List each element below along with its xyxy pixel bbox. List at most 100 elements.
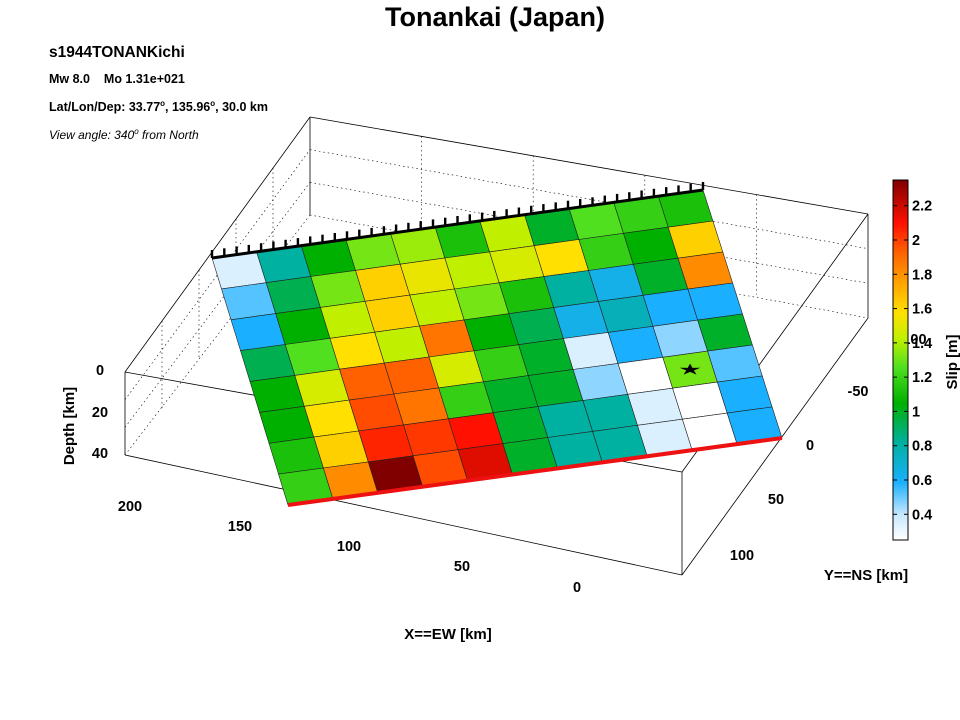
z-tick-label: 0 bbox=[96, 363, 104, 379]
lat-value: 33.77 bbox=[128, 100, 161, 115]
fault-top-tick bbox=[382, 226, 386, 235]
slip-patch bbox=[230, 313, 286, 351]
lon-value: 135.96 bbox=[171, 100, 211, 115]
fault-top-tick bbox=[517, 207, 521, 216]
fault-top-tick bbox=[591, 197, 594, 206]
chart-title: Tonankai (Japan) bbox=[384, 2, 606, 32]
colorbar-tick-label: 1.6 bbox=[912, 302, 932, 318]
colorbar-tick-label: 1.4 bbox=[912, 336, 932, 352]
box-edge bbox=[681, 317, 869, 576]
fault-top-tick bbox=[689, 183, 692, 192]
fault-top-tick bbox=[358, 229, 361, 238]
colorbar-label: Slip [m] bbox=[944, 334, 960, 389]
fault-top-tick bbox=[456, 216, 459, 224]
fault-top-tick bbox=[272, 241, 275, 250]
colorbar-tick-label: 1.8 bbox=[912, 267, 932, 283]
slip-patch bbox=[707, 344, 763, 383]
fault-top-tick bbox=[394, 224, 398, 233]
fault-top-tick bbox=[235, 246, 238, 255]
gridline bbox=[124, 182, 311, 428]
fault-top-tick bbox=[603, 195, 606, 204]
fault-top-tick bbox=[223, 248, 226, 257]
mw-value: Mw 8.0 bbox=[49, 72, 90, 86]
event-name: s1944TONANKichi bbox=[49, 44, 185, 61]
colorbar: 0.4 0.6 0.8 1 1.2 1.4 1.6 1.8 2 2.2 Slip [m] bbox=[892, 179, 960, 541]
z-tick-label: 40 bbox=[92, 446, 108, 462]
location-label: Lat/Lon/Dep: bbox=[49, 100, 129, 115]
fault-top-tick bbox=[640, 190, 643, 199]
view-angle-line: View angle: 340o from North bbox=[49, 127, 199, 142]
fault-top-tick bbox=[554, 202, 557, 211]
fault-top-tick bbox=[505, 209, 508, 218]
colorbar-tick-label: 0.6 bbox=[912, 473, 932, 489]
y-tick-label: 0 bbox=[806, 438, 814, 454]
fault-top-tick bbox=[628, 192, 631, 201]
y-axis-label: Y==NS [km] bbox=[824, 567, 908, 584]
slip-patch bbox=[687, 282, 743, 321]
fault-top-tick bbox=[677, 185, 680, 194]
y-tick-label: 100 bbox=[730, 548, 754, 564]
x-axis-label: X==EW [km] bbox=[404, 626, 492, 643]
fault-bottom-edge bbox=[287, 436, 783, 507]
z-tick-label: 20 bbox=[92, 405, 108, 421]
fault-top-tick bbox=[652, 188, 656, 197]
x-tick-label: 150 bbox=[228, 519, 252, 535]
slip-patch bbox=[717, 375, 773, 414]
view-angle-prefix: View angle: 340 bbox=[49, 128, 135, 142]
colorbar-tick-label: 2 bbox=[912, 233, 920, 249]
colorbar-gradient bbox=[892, 179, 909, 541]
degree-mark-lon: o bbox=[210, 99, 216, 108]
fault-top-tick bbox=[493, 210, 496, 219]
fault-top-tick bbox=[284, 239, 287, 248]
degree-mark-view: o bbox=[134, 127, 139, 136]
view-angle-suffix: from North bbox=[138, 128, 199, 142]
slip-patch bbox=[284, 337, 340, 376]
box-edge bbox=[309, 116, 869, 215]
slip-patches bbox=[211, 189, 783, 506]
fault-top-tick bbox=[407, 222, 410, 231]
fault-top-tick bbox=[701, 182, 705, 190]
fault-top-tick bbox=[566, 200, 570, 209]
fault-top-tick bbox=[419, 221, 422, 230]
fault-top-tick bbox=[296, 238, 300, 247]
slip-patch bbox=[667, 220, 724, 259]
colorbar-tick-label: 0.4 bbox=[912, 507, 932, 523]
fault-top-tick bbox=[321, 234, 324, 243]
fault-top-tick bbox=[210, 250, 214, 258]
depth-value: 30.0 km bbox=[222, 100, 268, 115]
x-tick-label: 200 bbox=[118, 499, 142, 515]
y-tick-label: -50 bbox=[848, 384, 869, 400]
fault-top-tick bbox=[530, 205, 533, 214]
slip-patch bbox=[221, 282, 277, 321]
slip-patch bbox=[697, 313, 753, 352]
x-tick-label: 0 bbox=[573, 580, 581, 596]
hypocenter-star-icon bbox=[679, 363, 701, 375]
slip-patch bbox=[249, 375, 305, 413]
box-edge bbox=[124, 116, 311, 373]
slip-patch bbox=[677, 251, 733, 290]
fault-top-tick bbox=[480, 212, 484, 221]
fault-top-tick bbox=[431, 219, 435, 228]
colorbar-tick-label: 1.2 bbox=[912, 370, 932, 386]
x-tick-label: 100 bbox=[337, 539, 361, 555]
y-tick-label: 50 bbox=[768, 492, 784, 508]
z-axis-label: Depth [km] bbox=[61, 387, 78, 465]
fault-top-tick bbox=[345, 231, 349, 240]
colorbar-tick-label: 2.2 bbox=[912, 199, 932, 215]
box-edge bbox=[124, 454, 683, 576]
slip-patch bbox=[259, 405, 315, 444]
fault-edges bbox=[210, 182, 783, 507]
fault-top-tick bbox=[333, 233, 336, 241]
fault-top-tick bbox=[615, 193, 619, 202]
mo-value: Mo 1.31e+021 bbox=[103, 72, 185, 86]
fault-top-tick bbox=[259, 243, 263, 252]
fault-top-tick bbox=[468, 214, 471, 223]
location-line: Lat/Lon/Dep: 33.77o, 135.96o, 30.0 km bbox=[49, 99, 268, 115]
degree-mark-lat: o bbox=[160, 99, 166, 108]
fault-top-tick bbox=[665, 187, 668, 196]
colorbar-tick-label: 1 bbox=[912, 404, 920, 420]
fault-top-tick bbox=[247, 244, 250, 253]
fault-top-tick bbox=[309, 236, 312, 245]
